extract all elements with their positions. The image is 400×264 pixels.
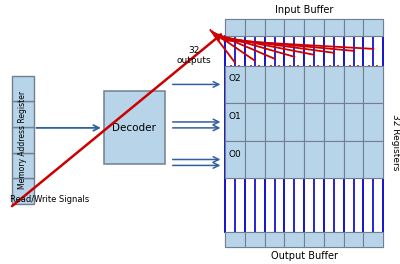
Bar	[364, 66, 383, 103]
Bar	[324, 141, 344, 178]
Bar	[304, 19, 324, 36]
Bar	[304, 141, 324, 178]
Bar	[265, 66, 284, 103]
Bar	[12, 127, 34, 153]
Bar	[225, 141, 245, 178]
Bar	[344, 103, 364, 141]
Bar	[284, 141, 304, 178]
Bar	[225, 66, 245, 103]
Text: Input Buffer: Input Buffer	[275, 5, 333, 15]
Text: Decoder: Decoder	[112, 123, 156, 133]
Bar	[284, 66, 304, 103]
Bar	[225, 103, 245, 141]
Bar	[225, 19, 245, 36]
Text: Read/Write Signals: Read/Write Signals	[10, 195, 89, 204]
Bar	[265, 103, 284, 141]
Bar	[324, 103, 344, 141]
Bar	[265, 232, 284, 247]
Text: Memory Address Register: Memory Address Register	[18, 91, 27, 189]
Bar	[344, 19, 364, 36]
Bar	[364, 103, 383, 141]
Bar	[304, 232, 324, 247]
Bar	[364, 141, 383, 178]
Bar	[304, 141, 324, 178]
Bar	[265, 232, 284, 247]
Bar	[245, 141, 265, 178]
Bar	[344, 19, 364, 36]
Bar	[225, 232, 245, 247]
Bar	[364, 232, 383, 247]
Bar	[304, 66, 324, 103]
Bar	[324, 232, 344, 247]
Bar	[245, 19, 265, 36]
Bar	[245, 232, 265, 247]
Bar	[364, 19, 383, 36]
Bar	[12, 178, 34, 204]
Bar	[284, 19, 304, 36]
Bar	[344, 141, 364, 178]
Bar	[364, 19, 383, 36]
Bar	[304, 103, 324, 141]
Bar	[265, 103, 284, 141]
Bar	[225, 232, 245, 247]
Text: 32 Registers: 32 Registers	[391, 114, 400, 170]
Bar	[304, 232, 324, 247]
Text: O2: O2	[228, 74, 241, 83]
Bar	[284, 232, 304, 247]
Bar	[324, 19, 344, 36]
Bar	[265, 141, 284, 178]
Bar	[265, 141, 284, 178]
Bar	[245, 19, 265, 36]
Bar	[245, 141, 265, 178]
Bar	[364, 141, 383, 178]
Bar	[12, 101, 34, 127]
Bar	[324, 66, 344, 103]
Bar	[364, 103, 383, 141]
Bar	[265, 19, 284, 36]
Bar	[284, 103, 304, 141]
Bar	[284, 19, 304, 36]
Bar	[245, 103, 265, 141]
Bar	[344, 141, 364, 178]
Bar	[324, 103, 344, 141]
Bar	[284, 232, 304, 247]
Bar	[284, 66, 304, 103]
Bar	[324, 19, 344, 36]
Text: O1: O1	[228, 112, 241, 121]
Bar	[225, 141, 245, 178]
Bar	[324, 66, 344, 103]
Bar	[225, 103, 245, 141]
Bar	[344, 232, 364, 247]
Bar	[245, 232, 265, 247]
Bar	[304, 19, 324, 36]
Bar	[344, 66, 364, 103]
Bar	[12, 153, 34, 178]
Bar	[284, 141, 304, 178]
Bar	[284, 103, 304, 141]
Bar	[364, 232, 383, 247]
Bar	[324, 232, 344, 247]
Bar	[364, 66, 383, 103]
Bar	[265, 19, 284, 36]
Text: O0: O0	[228, 149, 241, 158]
Bar	[324, 141, 344, 178]
Text: Output Buffer: Output Buffer	[271, 251, 338, 261]
Bar	[245, 103, 265, 141]
Text: 32
outputs: 32 outputs	[176, 46, 211, 65]
Bar	[225, 19, 245, 36]
Bar	[245, 66, 265, 103]
Bar	[304, 103, 324, 141]
Bar	[344, 66, 364, 103]
Bar	[104, 91, 165, 164]
Bar	[344, 232, 364, 247]
Bar	[12, 76, 34, 101]
Bar	[245, 66, 265, 103]
Bar	[304, 66, 324, 103]
Bar	[344, 103, 364, 141]
Bar	[225, 66, 245, 103]
Bar	[265, 66, 284, 103]
